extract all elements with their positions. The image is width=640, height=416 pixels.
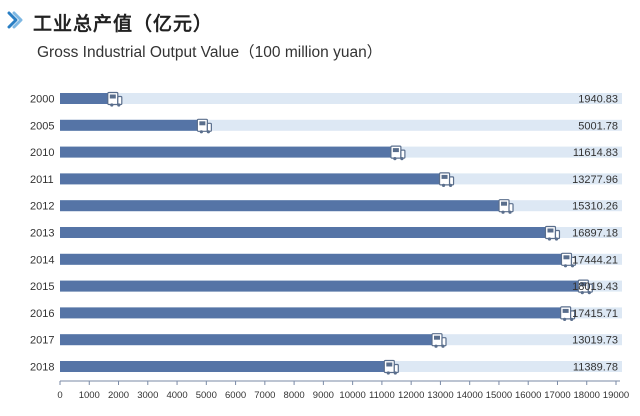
bar-row-2012: 2012 15310.26 [30,199,622,214]
bar-row-2000: 2000 1940.83 [30,91,622,107]
category-label: 2017 [30,335,54,347]
x-tick-label: 11000 [369,390,395,401]
bar-row-2011: 2011 13277.96 [30,172,622,187]
truck-icon [390,145,406,161]
bar [60,119,201,131]
category-label: 2018 [30,362,54,374]
x-tick-label: 4000 [166,390,187,401]
truck-icon [431,333,447,348]
x-tick-label: 0 [57,390,62,401]
truck-icon [383,359,399,375]
chart-subtitle: Gross Industrial Output Value（100 millio… [37,44,383,61]
bar [60,173,443,185]
category-label: 2014 [30,254,54,266]
category-label: 2016 [30,308,54,320]
value-label: 15310.26 [572,201,618,213]
x-tick-label: 13000 [427,390,453,401]
x-tick-label: 7000 [254,390,275,401]
category-label: 2000 [30,94,54,106]
x-tick-label: 1000 [79,390,100,401]
bar [60,200,503,212]
bar [60,280,582,292]
bar [60,334,435,346]
x-tick-label: 10000 [339,390,365,401]
category-label: 2015 [30,281,54,293]
x-tick-label: 3000 [137,390,158,401]
truck-icon [196,118,212,134]
value-label: 18019.43 [572,281,618,293]
bar-row-2016: 2016 17415.71 [30,306,622,321]
category-label: 2011 [30,174,54,186]
bar-row-2005: 2005 5001.78 [30,118,622,134]
x-tick-label: 18000 [574,390,600,401]
bar [60,361,388,372]
x-tick-label: 5000 [196,390,217,401]
value-label: 13019.73 [572,335,618,347]
x-tick-label: 8000 [284,390,305,401]
value-label: 17444.21 [572,254,618,266]
truck-icon [560,252,577,268]
category-label: 2013 [30,228,54,240]
chart-title: 工业总产值（亿元） [33,13,214,35]
x-tick-label: 2000 [108,390,129,401]
value-label: 11389.78 [573,362,618,374]
bar-row-2013: 2013 16897.18 [30,225,622,241]
bar-row-2018: 2018 11389.78 [30,359,622,375]
x-tick-label: 6000 [225,390,246,401]
value-label: 5001.78 [578,120,618,132]
x-tick-label: 12000 [398,390,424,401]
value-label: 11614.83 [573,147,618,159]
truck-icon [107,91,123,107]
truck-icon [498,199,514,214]
x-tick-label: 9000 [313,390,334,401]
x-tick-label: 17000 [544,390,570,401]
bar [60,307,564,319]
truck-icon [544,225,561,241]
x-tick-label: 15000 [486,390,512,401]
bar-track [60,93,622,104]
bar-track [60,119,622,131]
bar-row-2015: 2015 18019.43 [30,279,622,295]
bar-row-2017: 2017 13019.73 [30,333,622,348]
category-label: 2005 [30,120,54,132]
truck-icon [438,172,455,187]
value-label: 16897.18 [572,228,618,240]
truck-icon [560,306,576,321]
bar [60,253,565,265]
x-tick-label: 19000 [603,390,629,401]
category-label: 2012 [30,201,54,213]
value-label: 17415.71 [572,308,618,320]
bar-row-2010: 2010 11614.83 [30,145,622,161]
truck-icon [577,279,593,295]
x-tick-label: 16000 [515,390,541,401]
value-label: 1940.83 [578,94,618,106]
category-label: 2010 [30,147,54,159]
x-tick-label: 14000 [456,390,482,401]
value-label: 13277.96 [572,174,618,186]
bar [60,93,111,104]
chevron-right-icon [7,11,23,29]
bar [60,227,549,238]
chart-header: 工业总产值（亿元） Gross Industrial Output Value（… [0,0,640,70]
bar [60,146,394,158]
bar-row-2014: 2014 17444.21 [30,252,622,268]
